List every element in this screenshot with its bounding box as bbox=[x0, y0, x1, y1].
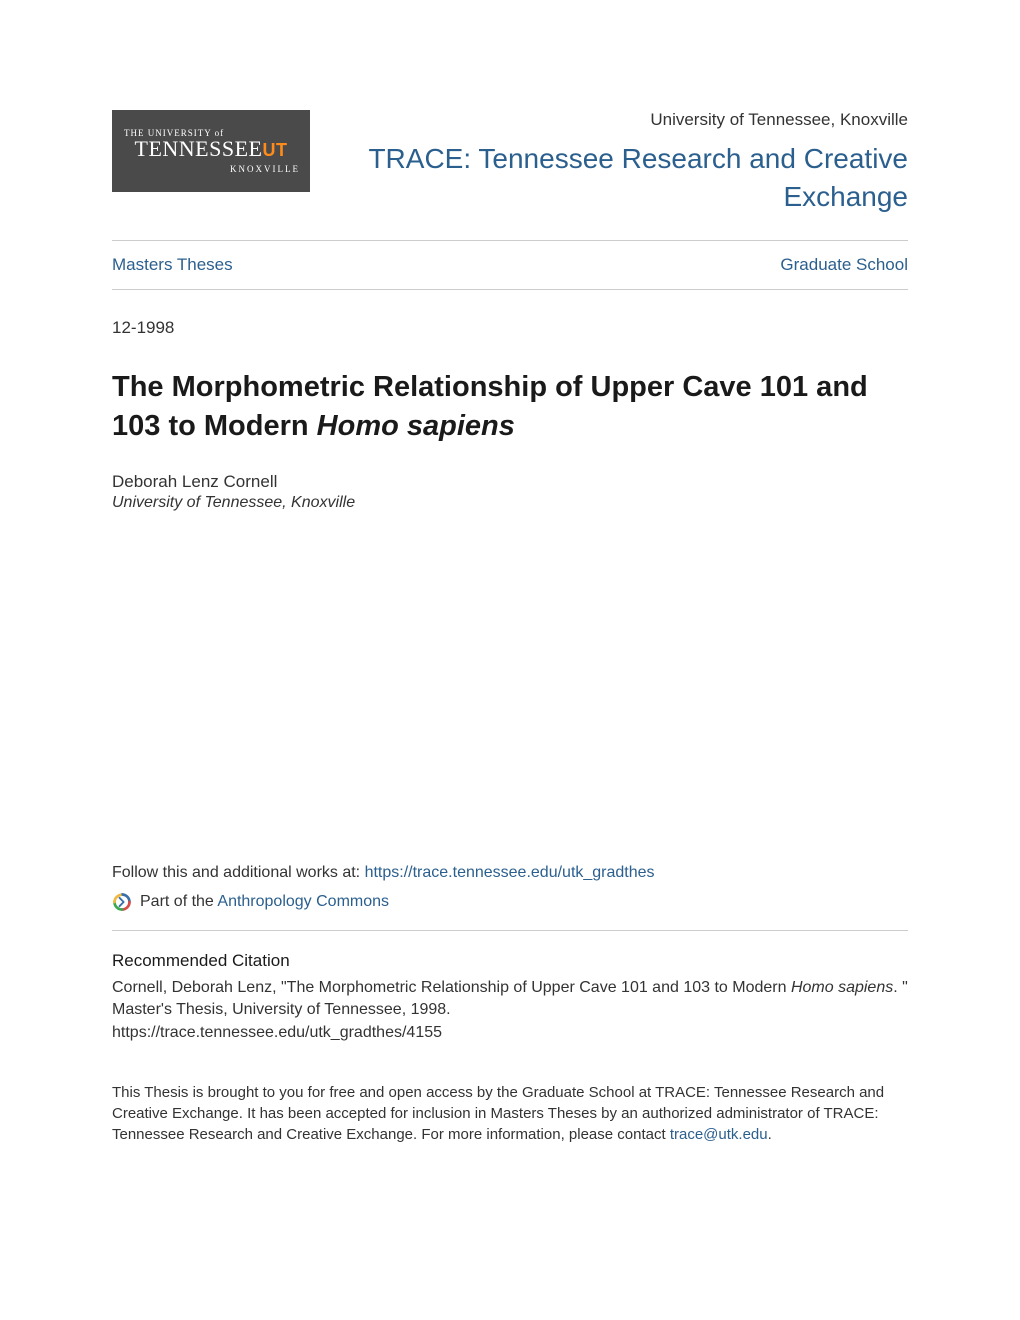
citation-body: Cornell, Deborah Lenz, "The Morphometric… bbox=[112, 977, 908, 1022]
breadcrumb-nav: Masters Theses Graduate School bbox=[112, 240, 908, 290]
logo-line3: KNOXVILLE bbox=[230, 164, 300, 174]
contact-email-link[interactable]: trace@utk.edu bbox=[670, 1126, 768, 1143]
citation-italic: Homo sapiens bbox=[791, 979, 893, 996]
page-header: THE UNIVERSITY of TENNESSEEUT KNOXVILLE … bbox=[112, 110, 908, 216]
author-name: Deborah Lenz Cornell bbox=[112, 472, 908, 492]
citation-url: https://trace.tennessee.edu/utk_gradthes… bbox=[112, 1024, 908, 1042]
logo-line2: TENNESSEEUT bbox=[135, 136, 288, 162]
follow-link[interactable]: https://trace.tennessee.edu/utk_gradthes bbox=[365, 864, 655, 881]
network-icon bbox=[112, 892, 132, 912]
logo-ut-mark: UT bbox=[262, 140, 287, 161]
document-title: The Morphometric Relationship of Upper C… bbox=[112, 368, 908, 446]
spacer bbox=[112, 512, 908, 864]
citation-part-a: Cornell, Deborah Lenz, "The Morphometric… bbox=[112, 979, 791, 996]
part-of-row: Part of the Anthropology Commons bbox=[112, 892, 908, 931]
site-title-link[interactable]: TRACE: Tennessee Research and Creative E… bbox=[368, 143, 908, 212]
footer-text-b: . bbox=[768, 1126, 772, 1143]
header-text-block: University of Tennessee, Knoxville TRACE… bbox=[310, 110, 908, 216]
institution-name: University of Tennessee, Knoxville bbox=[340, 110, 908, 130]
access-statement: This Thesis is brought to you for free a… bbox=[112, 1082, 908, 1145]
partof-link[interactable]: Anthropology Commons bbox=[217, 893, 389, 910]
partof-prefix: Part of the bbox=[140, 893, 217, 910]
nav-graduate-school[interactable]: Graduate School bbox=[780, 255, 908, 275]
partof-text: Part of the Anthropology Commons bbox=[140, 893, 389, 911]
publication-date: 12-1998 bbox=[112, 318, 908, 338]
nav-masters-theses[interactable]: Masters Theses bbox=[112, 255, 233, 275]
ut-logo[interactable]: THE UNIVERSITY of TENNESSEEUT KNOXVILLE bbox=[112, 110, 310, 192]
logo-main-word: TENNESSEE bbox=[135, 136, 263, 161]
follow-prefix: Follow this and additional works at: bbox=[112, 864, 365, 881]
title-italic-part: Homo sapiens bbox=[317, 410, 515, 442]
follow-works-line: Follow this and additional works at: htt… bbox=[112, 864, 908, 882]
citation-heading: Recommended Citation bbox=[112, 951, 908, 971]
author-affiliation: University of Tennessee, Knoxville bbox=[112, 494, 908, 512]
